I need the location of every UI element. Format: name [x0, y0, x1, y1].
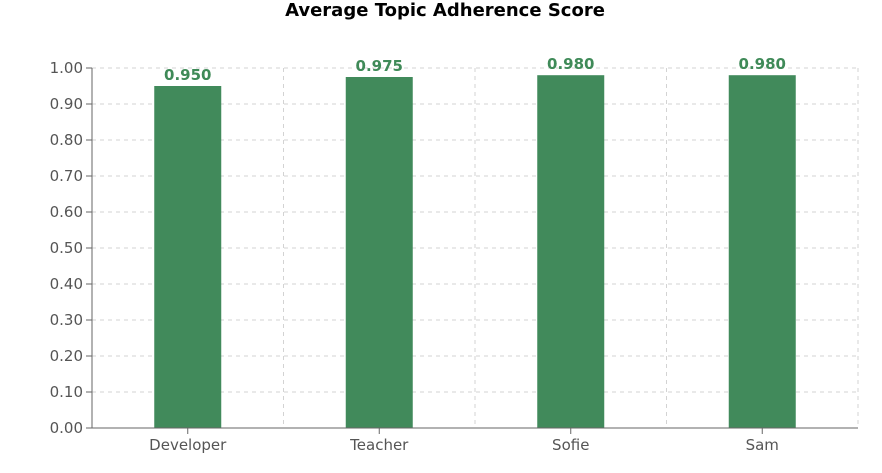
y-tick-label: 0.80	[50, 131, 83, 149]
y-tick-label: 0.70	[50, 167, 83, 185]
x-tick-label: Teacher	[349, 436, 409, 454]
bar	[728, 75, 796, 428]
y-tick-label: 1.00	[50, 59, 83, 77]
y-tick-label: 0.30	[50, 311, 83, 329]
bar	[537, 75, 605, 428]
x-tick-label: Developer	[149, 436, 227, 454]
value-label: 0.975	[356, 57, 403, 75]
x-tick-label: Sofie	[552, 436, 589, 454]
y-tick-label: 0.20	[50, 347, 83, 365]
x-tick-label: Sam	[746, 436, 779, 454]
y-tick-label: 0.10	[50, 383, 83, 401]
bar	[345, 77, 413, 428]
bar	[154, 86, 222, 428]
data-labels: 0.950 0.975 0.980 0.980	[164, 55, 786, 84]
axes: 0.00 0.10 0.20 0.30 0.40 0.50 0.60 0.70 0.80 0.90…	[50, 59, 858, 454]
value-label: 0.980	[547, 55, 594, 73]
bars	[154, 75, 796, 428]
y-tick-label: 0.60	[50, 203, 83, 221]
y-tick-label: 0.90	[50, 95, 83, 113]
y-tick-label: 0.50	[50, 239, 83, 257]
y-tick-label: 0.00	[50, 419, 83, 437]
value-label: 0.980	[739, 55, 786, 73]
gridlines	[92, 67, 859, 428]
chart-title: Average Topic Adherence Score	[285, 0, 605, 21]
value-label: 0.950	[164, 66, 211, 84]
y-tick-label: 0.40	[50, 275, 83, 293]
